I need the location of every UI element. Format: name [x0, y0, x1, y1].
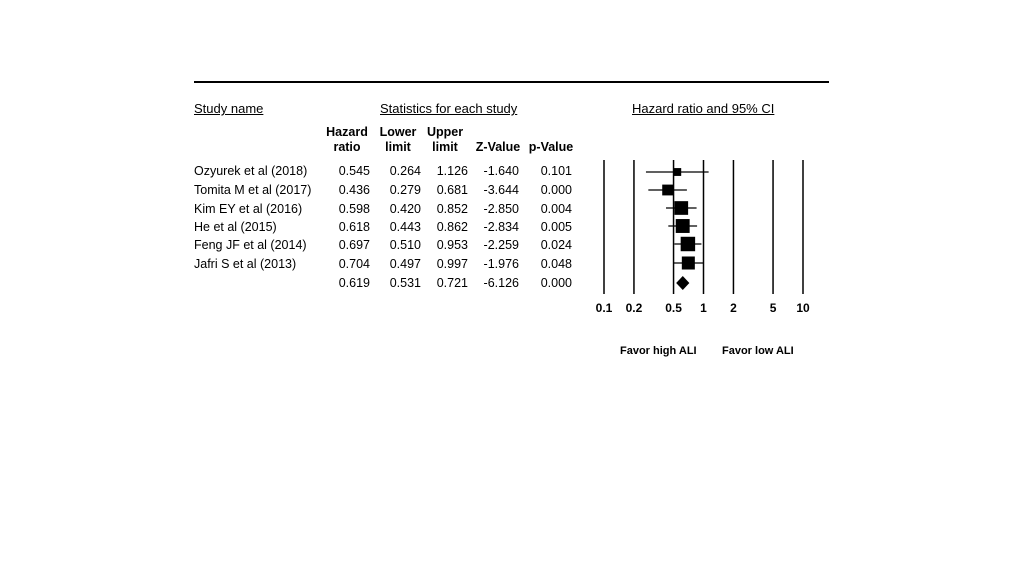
p-value: 0.004	[540, 202, 572, 216]
upper-limit-value: 0.721	[436, 276, 468, 290]
tick-label-10: 10	[796, 301, 810, 315]
top-rule	[194, 81, 829, 83]
col-header-p-value: p-Value	[528, 140, 574, 154]
z-value: -2.259	[483, 238, 519, 252]
z-value: -6.126	[483, 276, 519, 290]
z-value: -1.640	[483, 164, 519, 178]
lower-limit-value: 0.510	[389, 238, 421, 252]
p-value: 0.101	[540, 164, 572, 178]
favor-left-label: Favor high ALI	[620, 345, 697, 357]
study-name: Jafri S et al (2013)	[194, 257, 297, 271]
upper-limit-value: 0.852	[436, 202, 468, 216]
hazard-ratio-value: 0.618	[338, 220, 370, 234]
effect-square	[675, 219, 690, 233]
hazard-ratio-value: 0.704	[338, 257, 370, 271]
study-name: Ozyurek et al (2018)	[194, 164, 308, 178]
effect-square	[662, 184, 674, 196]
effect-square	[681, 256, 695, 270]
tick-label-5: 5	[770, 301, 777, 315]
hazard-ratio-value: 0.436	[338, 183, 370, 197]
study-name: Feng JF et al (2014)	[194, 238, 307, 252]
upper-limit-value: 1.126	[436, 164, 468, 178]
lower-limit-value: 0.443	[389, 220, 421, 234]
upper-limit-value: 0.953	[436, 238, 468, 252]
hazard-ratio-value: 0.598	[338, 202, 370, 216]
z-value: -2.850	[483, 202, 519, 216]
upper-limit-value: 0.997	[436, 257, 468, 271]
study-name: Kim EY et al (2016)	[194, 202, 303, 216]
col-header-hazard-ratio: Hazard ratio	[326, 125, 368, 154]
hazard-ratio-value: 0.545	[338, 164, 370, 178]
tick-label-2: 2	[730, 301, 737, 315]
hazard-ratio-value: 0.697	[338, 238, 370, 252]
forest-header: Hazard ratio and 95% CI	[632, 101, 775, 116]
upper-limit-value: 0.862	[436, 220, 468, 234]
col-header-lower-limit: Lower limit	[379, 125, 417, 154]
p-value: 0.048	[540, 257, 572, 271]
tick-label-1: 1	[700, 301, 707, 315]
statistics-header: Statistics for each study	[380, 101, 518, 116]
effect-square	[680, 236, 696, 252]
p-value: 0.000	[540, 276, 572, 290]
col-header-upper-limit: Upper limit	[426, 125, 464, 154]
col-header-z-value: Z-Value	[475, 140, 521, 154]
lower-limit-value: 0.497	[389, 257, 421, 271]
p-value: 0.024	[540, 238, 572, 252]
tick-label-0.1: 0.1	[596, 301, 613, 315]
summary-diamond	[676, 276, 690, 290]
effect-square	[674, 201, 689, 215]
lower-limit-value: 0.531	[389, 276, 421, 290]
upper-limit-value: 0.681	[436, 183, 468, 197]
study-name: He et al (2015)	[194, 220, 277, 234]
study-name: Tomita M et al (2017)	[194, 183, 312, 197]
lower-limit-value: 0.264	[389, 164, 421, 178]
z-value: -2.834	[483, 220, 519, 234]
tick-label-0.5: 0.5	[665, 301, 682, 315]
study-name-header: Study name	[194, 101, 264, 116]
lower-limit-value: 0.279	[389, 183, 421, 197]
p-value: 0.005	[540, 220, 572, 234]
tick-label-0.2: 0.2	[626, 301, 643, 315]
p-value: 0.000	[540, 183, 572, 197]
z-value: -3.644	[483, 183, 519, 197]
favor-right-label: Favor low ALI	[722, 345, 794, 357]
hazard-ratio-value: 0.619	[338, 276, 370, 290]
z-value: -1.976	[483, 257, 519, 271]
effect-square	[673, 168, 682, 176]
lower-limit-value: 0.420	[389, 202, 421, 216]
